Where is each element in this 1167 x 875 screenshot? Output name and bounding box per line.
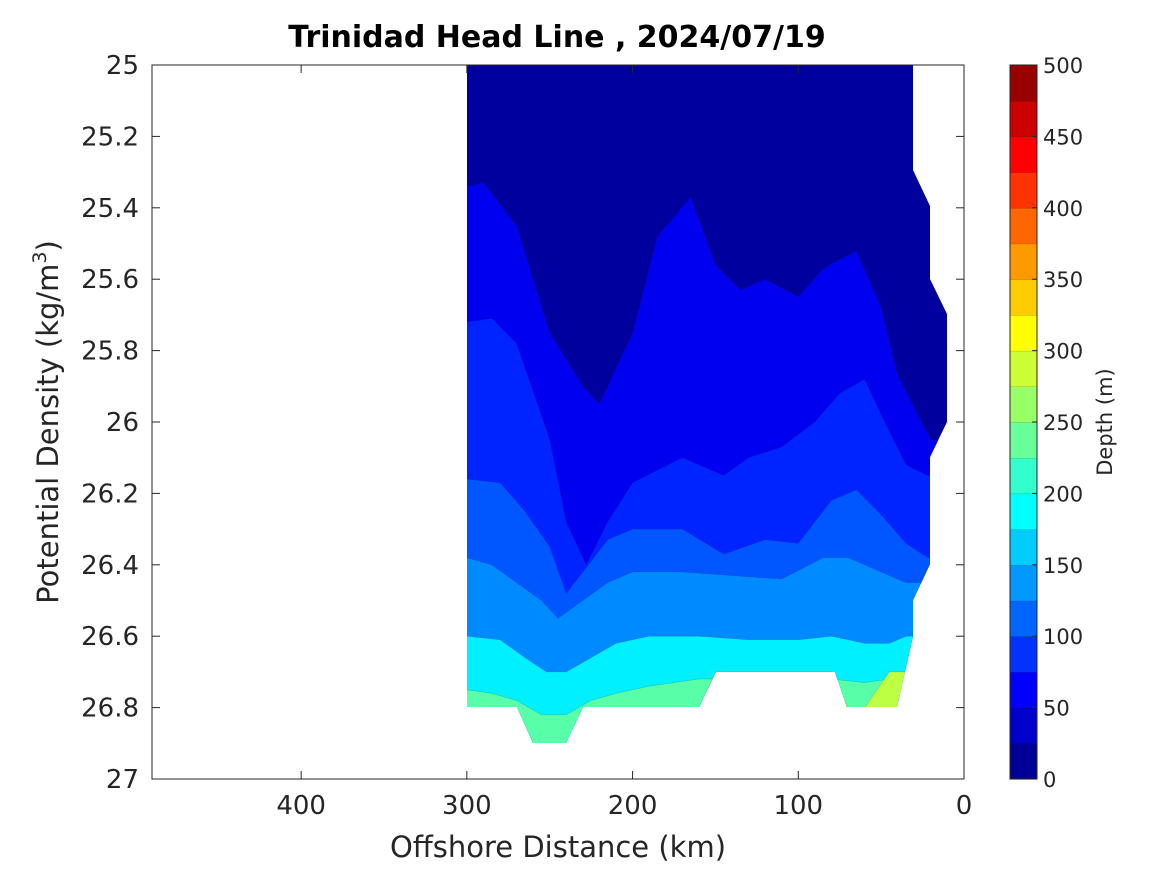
- colorbar-band: [1009, 279, 1038, 316]
- x-tick-label: 300: [442, 791, 492, 821]
- colorbar-band: [1009, 350, 1038, 387]
- colorbar-tick-label: 400: [1043, 197, 1083, 221]
- x-axis: 400 300 200 100 0: [276, 65, 972, 821]
- y-tick-label: 26.6: [81, 622, 139, 652]
- colorbar-tick-label: 500: [1043, 54, 1083, 78]
- colorbar-band: [1009, 243, 1038, 280]
- x-axis-label: Offshore Distance (km): [390, 830, 726, 864]
- colorbar-band: [1009, 421, 1038, 459]
- colorbar-band: [1009, 564, 1038, 602]
- colorbar-label: Depth (m): [1093, 368, 1117, 475]
- colorbar-band: [1009, 671, 1038, 709]
- colorbar-band: [1009, 64, 1038, 102]
- y-tick-label: 26.8: [81, 694, 139, 724]
- y-tick-label: 25.2: [81, 122, 139, 152]
- y-tick-label: 25.6: [81, 265, 139, 295]
- colorbar-tick-label: 200: [1043, 482, 1083, 506]
- y-tick-label: 26: [106, 408, 139, 438]
- colorbar-band: [1009, 457, 1038, 495]
- y-axis: 25 25.2 25.4 25.6 25.8 26 26.2 26.4 26.6 26.8 27: [81, 51, 964, 795]
- colorbar-tick-label: 50: [1043, 697, 1070, 721]
- y-tick-label: 27: [106, 765, 139, 795]
- colorbar-tick-label: 350: [1043, 268, 1083, 292]
- colorbar-band: [1009, 636, 1038, 673]
- y-axis-label-close: ): [31, 240, 65, 251]
- colorbar-band: [1009, 171, 1038, 209]
- colorbar-tick-label: 150: [1043, 554, 1083, 578]
- colorbar-band: [1009, 743, 1038, 780]
- colorbar-band: [1009, 493, 1038, 530]
- colorbar-band: [1009, 100, 1038, 138]
- colorbar-tick-label: 0: [1043, 768, 1056, 792]
- y-tick-label: 26.4: [81, 551, 139, 581]
- y-tick-label: 25: [106, 51, 139, 81]
- colorbar-tick-label: 100: [1043, 625, 1083, 649]
- chart-title: Trinidad Head Line , 2024/07/19: [288, 20, 825, 55]
- colorbar: 0 50 100 150 200 250 300 350 400 450 500 Depth (m): [1009, 54, 1117, 792]
- y-tick-label: 25.4: [81, 194, 139, 224]
- colorbar-band: [1009, 707, 1038, 744]
- colorbar-band: [1009, 600, 1038, 637]
- x-tick-label: 200: [608, 791, 658, 821]
- x-tick-label: 100: [773, 791, 823, 821]
- x-tick-label: 0: [956, 791, 973, 821]
- colorbar-band: [1009, 528, 1038, 566]
- colorbar-band: [1009, 314, 1038, 352]
- y-axis-label-superscript: 3: [29, 251, 51, 263]
- colorbar-tick-label: 300: [1043, 340, 1083, 364]
- y-tick-label: 26.2: [81, 479, 139, 509]
- colorbar-band: [1009, 136, 1038, 173]
- colorbar-band: [1009, 207, 1038, 245]
- x-tick-label: 400: [276, 791, 326, 821]
- colorbar-tick-label: 250: [1043, 411, 1083, 435]
- y-axis-label-text: Potential Density (kg/m: [31, 264, 65, 604]
- y-tick-label: 25.8: [81, 337, 139, 367]
- colorbar-tick-label: 450: [1043, 125, 1083, 149]
- colorbar-band: [1009, 386, 1038, 423]
- y-axis-label: Potential Density (kg/m3): [29, 240, 65, 604]
